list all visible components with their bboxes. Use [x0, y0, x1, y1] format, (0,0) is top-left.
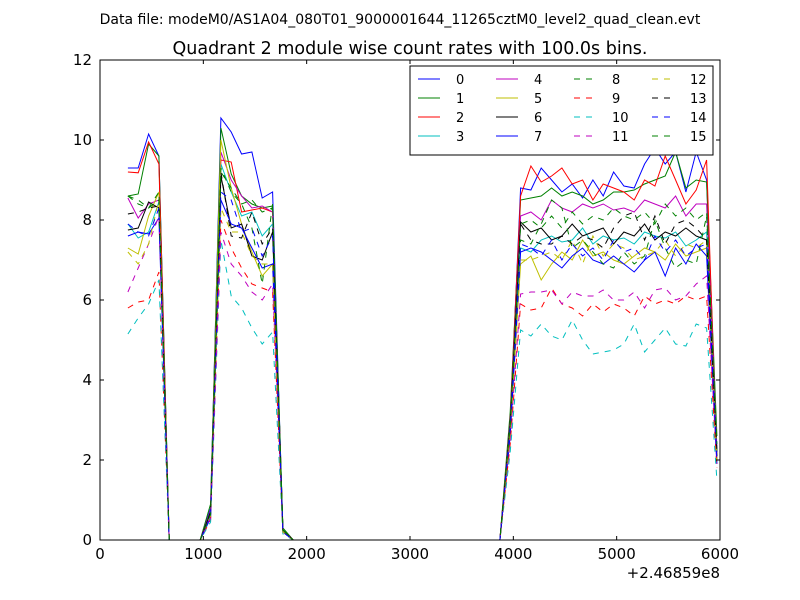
y-tick-label: 8 [82, 211, 92, 229]
data-file-label: Data file: modeM0/AS1A04_080T01_90000016… [100, 12, 701, 28]
legend-label-12: 12 [690, 73, 707, 88]
x-tick-label: 6000 [701, 545, 739, 563]
y-tick-label: 10 [73, 131, 92, 149]
legend-label-6: 6 [534, 111, 542, 126]
x-tick-label: 1000 [184, 545, 222, 563]
legend-label-5: 5 [534, 92, 542, 107]
legend-label-14: 14 [690, 111, 707, 126]
series-line-7 [127, 199, 718, 541]
legend-label-7: 7 [534, 130, 542, 145]
plot-lines [127, 116, 718, 541]
legend-label-9: 9 [612, 92, 620, 107]
legend-label-3: 3 [456, 130, 464, 145]
legend-label-1: 1 [456, 92, 464, 107]
series-line-8 [127, 167, 718, 541]
x-tick-label: 2000 [288, 545, 326, 563]
y-tick-label: 4 [82, 371, 92, 389]
x-axis-offset-label: +2.46859e8 [627, 564, 720, 582]
legend-label-8: 8 [612, 73, 620, 88]
y-tick-label: 12 [73, 51, 92, 69]
x-tick-label: 3000 [391, 545, 429, 563]
x-tick-label: 0 [95, 545, 105, 563]
series-line-14 [127, 191, 718, 541]
legend-label-4: 4 [534, 73, 542, 88]
x-axis: 0 1000 2000 3000 4000 5000 6000 [95, 60, 739, 563]
legend-label-0: 0 [456, 73, 464, 88]
legend-box [409, 65, 714, 156]
y-tick-label: 0 [82, 531, 92, 549]
legend-label-13: 13 [690, 92, 707, 107]
series-line-12 [127, 199, 718, 541]
x-tick-label: 5000 [598, 545, 636, 563]
chart-title: Quadrant 2 module wise count rates with … [173, 39, 648, 59]
legend-label-11: 11 [612, 130, 629, 145]
y-tick-label: 2 [82, 451, 92, 469]
legend-label-10: 10 [612, 111, 629, 126]
series-line-9 [127, 219, 718, 541]
legend-label-2: 2 [456, 111, 464, 126]
y-tick-label: 6 [82, 291, 92, 309]
legend-label-15: 15 [690, 130, 707, 145]
x-tick-label: 4000 [494, 545, 532, 563]
